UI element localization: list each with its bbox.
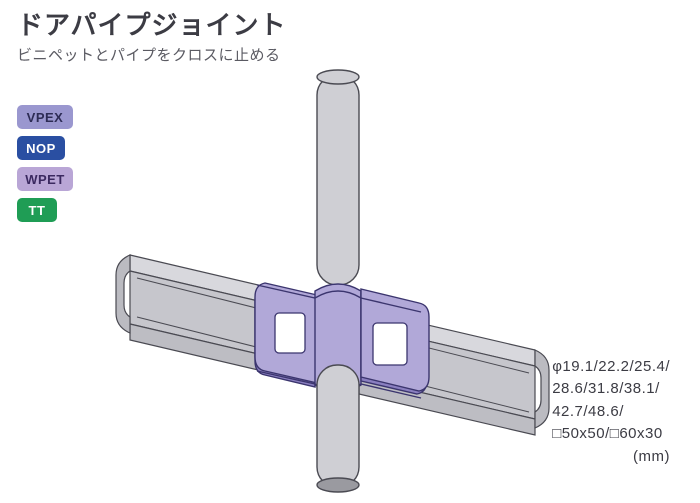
badge-vpex: VPEX [17,105,73,129]
spec-line: 42.7/48.6/ [552,401,670,424]
product-illustration [115,65,595,495]
product-title: ドアパイプジョイント [17,5,286,42]
badge-wpet: WPET [17,167,73,191]
spec-line: 28.6/31.8/38.1/ [552,378,670,401]
spec-line: □50x50/□60x30 [552,423,670,446]
product-subtitle: ビニペットとパイプをクロスに止める [17,44,281,65]
product-card: ドアパイプジョイント ビニペットとパイプをクロスに止める VPEX NOP WPET… [0,0,700,503]
spec-line: φ19.1/22.2/25.4/ [552,356,670,379]
spec-unit: (mm) [552,446,670,469]
badge-nop: NOP [17,136,65,160]
size-specs: φ19.1/22.2/25.4/ 28.6/31.8/38.1/ 42.7/48… [552,356,670,469]
badge-list: VPEX NOP WPET TT [17,105,73,222]
pipe-upper [317,70,359,285]
pipe-lower [317,365,359,492]
badge-tt: TT [17,198,57,222]
